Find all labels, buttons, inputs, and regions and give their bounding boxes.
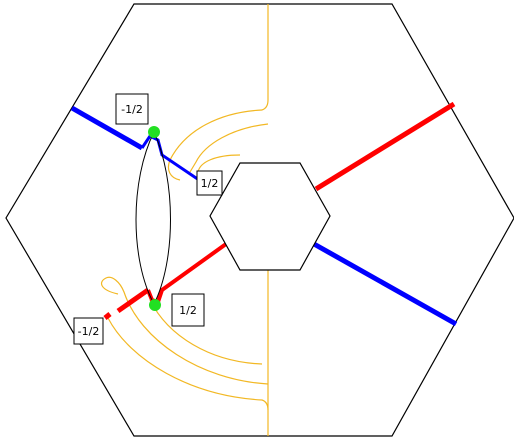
outer-hexagon (5, 3, 514, 437)
green-node-top (148, 126, 160, 138)
label-top-left: -1/2 (115, 93, 149, 125)
inner-hexagon (209, 162, 331, 271)
orange-arc-upper-inner (189, 123, 269, 173)
lens-right (153, 131, 171, 305)
red-line-lower-left-short (103, 312, 112, 320)
orange-arc-upper-small (197, 154, 241, 173)
green-node-bottom (149, 299, 161, 311)
orange-arc-lower-outer (100, 276, 269, 385)
label-bottom-left-text: -1/2 (78, 325, 100, 338)
label-mid-right-text: 1/2 (201, 177, 219, 190)
blue-line-upper-left-bend (140, 134, 203, 184)
label-mid-right: 1/2 (196, 170, 223, 196)
red-line-right (314, 101, 456, 192)
orange-arc-lower-inner (149, 299, 263, 365)
orange-vertical-top (261, 4, 269, 111)
label-bottom-left: -1/2 (73, 317, 104, 345)
red-line-lower-left-bend (146, 242, 228, 305)
label-bottom-right-text: 1/2 (179, 304, 197, 317)
lens-left (135, 131, 155, 305)
label-bottom-right: 1/2 (171, 293, 205, 327)
orange-arc-lower-middle (107, 317, 269, 411)
blue-line-right (312, 241, 458, 327)
orange-arc-upper-outer (167, 109, 263, 181)
label-top-left-text: -1/2 (121, 103, 143, 116)
blue-line-upper-left (70, 105, 144, 151)
red-line-lower-left (116, 287, 150, 314)
